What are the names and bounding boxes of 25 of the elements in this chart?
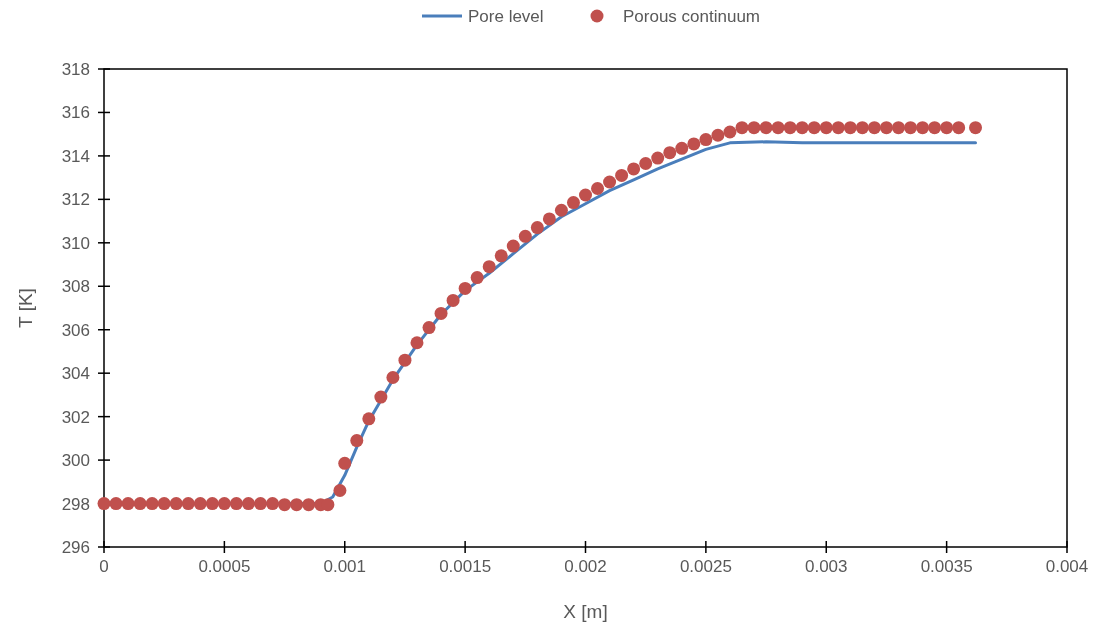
y-tick-label: 312 — [61, 190, 90, 210]
y-tick-label: 316 — [61, 103, 90, 123]
y-tick-label: 298 — [61, 494, 90, 514]
y-tick-label: 310 — [61, 233, 90, 253]
y-tick-label: 306 — [61, 320, 90, 340]
x-tick-label: 0 — [99, 557, 109, 576]
y-tick-label: 302 — [61, 407, 90, 427]
x-tick-label: 0.0025 — [679, 557, 732, 576]
x-tick-label: 0.002 — [564, 557, 607, 576]
x-tick-label: 0.0035 — [920, 557, 973, 576]
y-tick-label: 300 — [61, 451, 90, 471]
y-axis-title: T [K] — [15, 288, 36, 328]
x-tick-label: 0.0015 — [439, 557, 492, 576]
x-tick-label: 0.003 — [804, 557, 848, 576]
legend-label: Porous continuum — [623, 7, 761, 26]
y-tick-label: 314 — [61, 146, 90, 166]
legend-label: Pore level — [468, 7, 544, 26]
y-tick-label: 308 — [61, 277, 90, 297]
x-tick-label: 0.004 — [1045, 557, 1089, 576]
x-tick-label: 0.001 — [323, 557, 367, 576]
y-tick-label: 318 — [61, 60, 90, 79]
y-tick-label: 304 — [61, 364, 90, 384]
x-axis-title: X [m] — [563, 601, 608, 622]
y-tick-label: 296 — [61, 538, 90, 557]
x-tick-label: 0.0005 — [198, 557, 251, 576]
